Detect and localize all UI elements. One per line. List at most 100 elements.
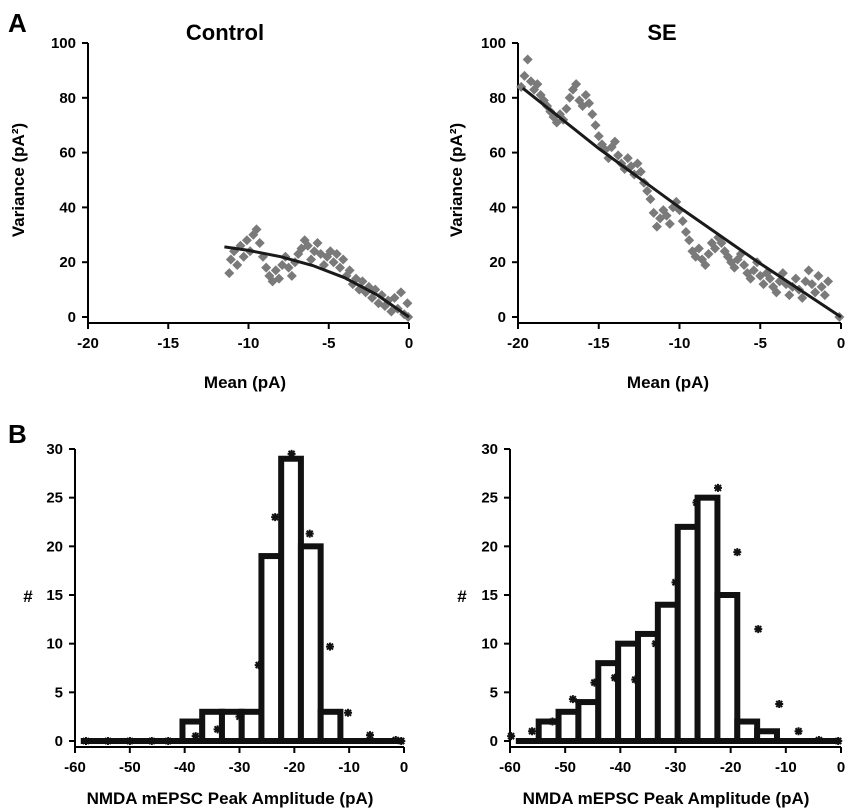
fit-point bbox=[271, 513, 280, 522]
data-point bbox=[306, 254, 317, 265]
data-point bbox=[261, 262, 272, 273]
chart-a-se-xlabel: Mean (pA) bbox=[627, 373, 709, 392]
x-tick-label: 0 bbox=[837, 335, 845, 352]
chart-b-se-plot: 0 5 10 15 20 25 30 -60 -50 -40 -30 -20 -10 0 bbox=[481, 441, 845, 776]
y-tick-label: 40 bbox=[59, 199, 76, 216]
histogram-bar bbox=[297, 543, 324, 744]
y-tick-label: 20 bbox=[46, 538, 63, 555]
x-tick-label: -15 bbox=[588, 335, 610, 352]
fit-point bbox=[344, 708, 353, 717]
chart-a-control-xlabel: Mean (pA) bbox=[204, 373, 286, 392]
fit-point bbox=[794, 727, 803, 736]
data-point bbox=[703, 248, 714, 259]
fit-point bbox=[775, 700, 784, 709]
data-point bbox=[677, 216, 688, 227]
y-tick-label: 30 bbox=[481, 441, 498, 458]
fit-point bbox=[147, 737, 156, 745]
data-point bbox=[732, 254, 743, 265]
data-point bbox=[797, 292, 808, 303]
data-point bbox=[593, 131, 604, 142]
fit-point bbox=[814, 736, 823, 745]
fit-point bbox=[631, 675, 640, 684]
y-tick-label: 0 bbox=[55, 733, 63, 750]
data-point bbox=[561, 103, 572, 114]
fit-point bbox=[834, 737, 843, 745]
fit-point bbox=[568, 695, 577, 704]
x-tick-label: -40 bbox=[174, 759, 196, 776]
y-tick-label: 80 bbox=[489, 90, 506, 107]
data-point bbox=[254, 238, 265, 249]
y-tick-label: 100 bbox=[481, 35, 506, 52]
data-point bbox=[334, 262, 345, 273]
chart-a-control-title: Control bbox=[186, 20, 264, 45]
data-point bbox=[225, 254, 236, 265]
x-tick-label: -20 bbox=[507, 335, 529, 352]
y-tick-label: 100 bbox=[51, 35, 76, 52]
data-point bbox=[532, 79, 543, 90]
x-tick-label: -40 bbox=[609, 759, 631, 776]
data-point bbox=[632, 158, 643, 169]
fit-point bbox=[81, 737, 90, 745]
data-point bbox=[813, 270, 824, 281]
x-tick-label: -20 bbox=[720, 759, 742, 776]
fit-point bbox=[125, 737, 134, 745]
x-tick-label: -60 bbox=[64, 759, 86, 776]
data-point bbox=[286, 270, 297, 281]
fit-line bbox=[521, 87, 842, 319]
data-point bbox=[693, 243, 704, 254]
data-point bbox=[642, 185, 653, 196]
chart-b-control-ylabel: # bbox=[23, 587, 33, 606]
x-tick-label: -50 bbox=[554, 759, 576, 776]
data-point bbox=[241, 235, 252, 246]
chart-b-control: NMDA mEPSC Peak Amplitude (pA) # 0 5 10 15 2… bbox=[23, 441, 408, 808]
data-point bbox=[790, 273, 801, 284]
data-point bbox=[564, 92, 575, 103]
data-point bbox=[661, 210, 672, 221]
data-point bbox=[748, 265, 759, 276]
data-point bbox=[823, 276, 834, 287]
fit-point bbox=[103, 737, 112, 745]
data-point bbox=[684, 235, 695, 246]
fit-point bbox=[287, 449, 296, 458]
data-point bbox=[784, 290, 795, 301]
data-point bbox=[664, 218, 675, 229]
fit-point bbox=[713, 483, 722, 492]
data-point bbox=[716, 238, 727, 249]
fit-point bbox=[366, 731, 375, 740]
data-point bbox=[357, 276, 368, 287]
data-point bbox=[338, 254, 349, 265]
x-tick-label: -60 bbox=[499, 759, 521, 776]
chart-a-se: SE Mean (pA) Variance (pA²) 0 20 40 60 80 100… bbox=[447, 20, 845, 392]
data-point bbox=[739, 259, 750, 270]
data-point bbox=[312, 238, 323, 249]
y-tick-label: 25 bbox=[481, 490, 498, 507]
panel-label-a: A bbox=[8, 8, 27, 38]
fit-point bbox=[305, 529, 314, 538]
data-point bbox=[651, 221, 662, 232]
fit-point bbox=[651, 639, 660, 648]
data-point bbox=[729, 262, 740, 273]
x-tick-label: 0 bbox=[837, 759, 845, 776]
x-tick-label: 0 bbox=[405, 335, 413, 352]
y-tick-label: 10 bbox=[481, 636, 498, 653]
data-point bbox=[232, 259, 243, 270]
panel-label-b: B bbox=[8, 419, 27, 449]
data-point bbox=[645, 194, 656, 205]
y-tick-label: 30 bbox=[46, 441, 63, 458]
fit-point bbox=[733, 548, 742, 557]
fit-point bbox=[397, 737, 406, 745]
y-tick-label: 5 bbox=[55, 684, 63, 701]
chart-a-se-ylabel: Variance (pA²) bbox=[447, 123, 466, 237]
chart-b-se-ylabel: # bbox=[457, 587, 467, 606]
data-point bbox=[519, 70, 530, 81]
data-point bbox=[810, 287, 821, 298]
chart-b-se: NMDA mEPSC Peak Amplitude (pA) # 0 5 10 15 2… bbox=[457, 441, 845, 808]
fit-point bbox=[391, 736, 400, 745]
chart-a-control-ylabel: Variance (pA²) bbox=[9, 123, 28, 237]
chart-b-control-plot: 0 5 10 15 20 25 30 -60 -50 -40 -30 -20 -10 0 bbox=[46, 441, 408, 776]
data-point bbox=[270, 265, 281, 276]
x-tick-label: -10 bbox=[338, 759, 360, 776]
y-tick-label: 10 bbox=[46, 636, 63, 653]
y-tick-label: 0 bbox=[490, 733, 498, 750]
fit-point bbox=[590, 678, 599, 687]
